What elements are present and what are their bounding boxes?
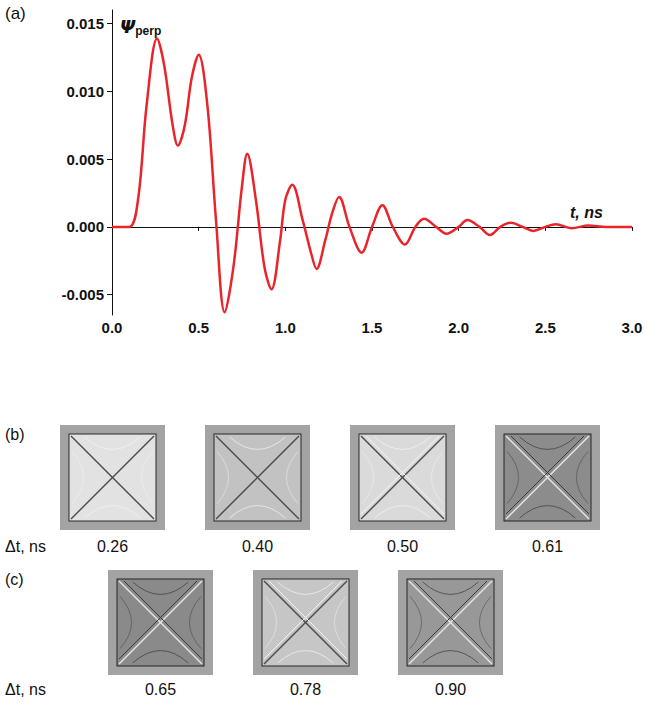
- html-text:(a): (a): [5, 4, 26, 23]
- svg-text:0.65: 0.65: [145, 681, 176, 698]
- svg-text:0.5: 0.5: [188, 319, 209, 335]
- svg-text:0.50: 0.50: [387, 538, 418, 555]
- svg-text:1.5: 1.5: [362, 319, 383, 335]
- svg-text:perp: perp: [135, 24, 161, 38]
- svg-text:2.5: 2.5: [535, 319, 556, 335]
- svg-text:Ψ: Ψ: [120, 16, 136, 37]
- svg-text:0.78: 0.78: [290, 681, 321, 698]
- svg-text:0.005: 0.005: [66, 151, 104, 168]
- svg-text:0.0: 0.0: [102, 319, 123, 335]
- svg-text:(b): (b): [5, 426, 25, 443]
- svg-text:1.0: 1.0: [275, 319, 296, 335]
- svg-text:0.015: 0.015: [66, 15, 104, 32]
- svg-text:0.61: 0.61: [532, 538, 563, 555]
- svg-text:0.26: 0.26: [97, 538, 128, 555]
- svg-text:0.010: 0.010: [66, 83, 104, 100]
- svg-text:Δt, ns: Δt, ns: [5, 681, 46, 698]
- svg-text:0.000: 0.000: [66, 218, 104, 235]
- svg-text:3.0: 3.0: [622, 319, 643, 335]
- svg-text:0.90: 0.90: [435, 681, 466, 698]
- svg-text:t, ns: t, ns: [570, 204, 603, 221]
- svg-text:Δt, ns: Δt, ns: [5, 538, 46, 555]
- svg-text:-0.005: -0.005: [61, 286, 104, 303]
- svg-text:0.40: 0.40: [242, 538, 273, 555]
- svg-text:(c): (c): [5, 571, 24, 588]
- svg-text:2.0: 2.0: [448, 319, 469, 335]
